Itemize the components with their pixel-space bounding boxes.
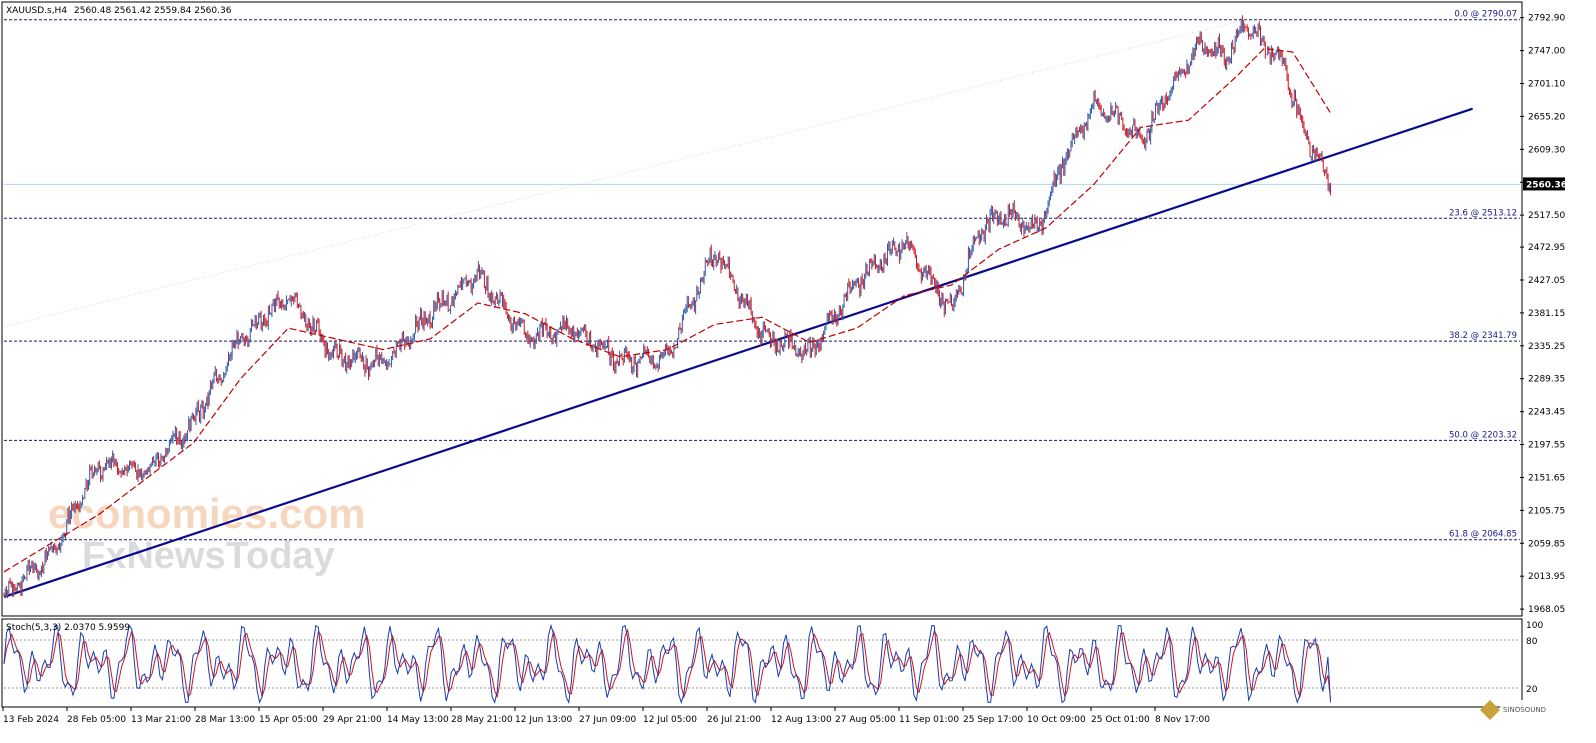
y-tick-label: 2655.20: [1528, 112, 1565, 122]
y-tick-label: 2059.85: [1528, 539, 1565, 549]
x-tick-label: 27 Jun 09:00: [579, 715, 636, 725]
y-tick-label: 2151.65: [1528, 473, 1565, 483]
y-tick-label: 2335.25: [1528, 342, 1565, 352]
x-tick-label: 13 Mar 21:00: [131, 715, 191, 725]
y-tick-label: 2701.10: [1528, 80, 1565, 90]
x-tick-label: 28 Feb 05:00: [67, 715, 126, 725]
stochastic-oscillator: 100 80 20: [3, 621, 1543, 705]
x-tick-label: 15 Apr 05:00: [259, 715, 318, 725]
corner-logo-text: SINOSOUND: [1503, 706, 1546, 714]
fib-label: 23.6 @ 2513.12: [1449, 208, 1517, 218]
y-tick-label: 2243.45: [1528, 408, 1565, 418]
symbol-label: XAUUSD.s,H4: [6, 6, 67, 16]
corner-logo: SINOSOUND: [1480, 700, 1560, 720]
ohlc-values: 2560.48 2561.42 2559.84 2560.36: [74, 6, 232, 16]
y-tick-label: 2609.30: [1528, 145, 1565, 155]
current-price-value: 2560.36: [1526, 180, 1567, 190]
x-tick-label: 12 Jul 05:00: [643, 715, 697, 725]
price-axis[interactable]: 2792.902747.002701.102655.202609.302563.…: [1520, 14, 1565, 615]
x-tick-label: 12 Aug 13:00: [771, 715, 832, 725]
x-tick-label: 14 May 13:00: [387, 715, 449, 725]
candlesticks: [3, 15, 1331, 599]
x-tick-label: 8 Nov 17:00: [1155, 715, 1210, 725]
trendline-segment: [3, 107, 1473, 598]
stoch-level-label: 80: [1526, 637, 1538, 647]
x-tick-label: 28 May 21:00: [451, 715, 513, 725]
stochastic-header: Stoch(5,3,3) 2.0370 5.9599: [6, 623, 130, 633]
y-tick-label: 2792.90: [1528, 14, 1565, 24]
stoch-level-label: 100: [1526, 621, 1543, 631]
y-tick-label: 1968.05: [1528, 605, 1565, 615]
fib-label: 38.2 @ 2341.79: [1449, 331, 1517, 341]
fibonacci-levels: 0.0 @ 2790.07 23.6 @ 2513.12 38.2 @ 2341.7…: [4, 10, 1520, 541]
stoch-signal-line: [3, 628, 1331, 700]
y-tick-label: 2105.75: [1528, 506, 1565, 516]
stoch-level-label: 20: [1526, 685, 1538, 695]
fib-label: 0.0 @ 2790.07: [1454, 10, 1517, 20]
y-tick-label: 2427.05: [1528, 276, 1565, 286]
y-tick-label: 2472.95: [1528, 243, 1565, 253]
y-tick-label: 2381.15: [1528, 309, 1565, 319]
main-chart-frame: [1, 1, 1523, 617]
x-tick-label: 13 Feb 2024: [3, 715, 59, 725]
x-tick-label: 28 Mar 13:00: [195, 715, 255, 725]
fib-label: 50.0 @ 2203.32: [1449, 430, 1517, 440]
current-price-badge: [1523, 177, 1565, 191]
x-tick-label: 27 Aug 05:00: [835, 715, 896, 725]
fib-diagonal-line: [3, 19, 1246, 327]
time-axis[interactable]: 13 Feb 2024 28 Feb 05:00 13 Mar 21:00 28 Ma…: [2, 707, 1210, 725]
stoch-main-line: [3, 623, 1331, 705]
y-tick-label: 2013.95: [1528, 572, 1565, 582]
x-tick-label: 25 Sep 17:00: [963, 715, 1023, 725]
x-tick-label: 10 Oct 09:00: [1027, 715, 1086, 725]
fibonacci-diagonal: [3, 19, 1246, 327]
y-tick-label: 2197.55: [1528, 441, 1565, 451]
oscillator-frame: [1, 618, 1523, 708]
moving-average: [3, 47, 1332, 573]
trendline[interactable]: [3, 107, 1473, 598]
ma-line: [3, 47, 1332, 573]
fib-label: 61.8 @ 2064.85: [1449, 530, 1517, 540]
x-tick-label: 25 Oct 01:00: [1091, 715, 1150, 725]
x-tick-label: 12 Jun 13:00: [515, 715, 572, 725]
x-tick-label: 29 Apr 21:00: [323, 715, 382, 725]
x-tick-label: 26 Jul 21:00: [707, 715, 761, 725]
diamond-icon: [1480, 700, 1500, 720]
y-tick-label: 2289.35: [1528, 375, 1565, 385]
y-tick-label: 2747.00: [1528, 47, 1565, 57]
x-tick-label: 11 Sep 01:00: [899, 715, 959, 725]
watermark-fxnewstoday: FxNewsToday: [82, 535, 335, 577]
y-tick-label: 2517.50: [1528, 211, 1565, 221]
